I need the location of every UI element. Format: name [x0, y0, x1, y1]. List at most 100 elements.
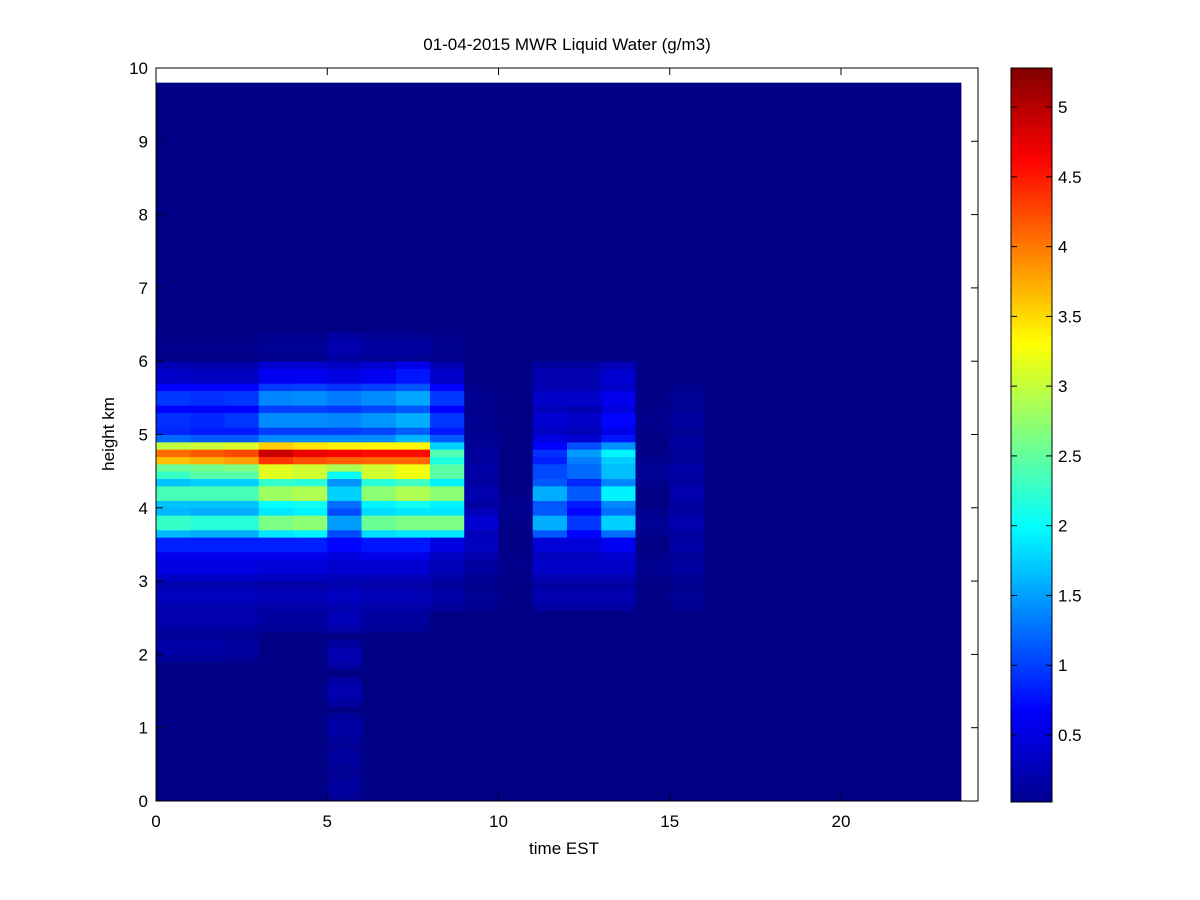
heatmap-cell: [361, 339, 397, 348]
heatmap-cell: [498, 119, 534, 128]
heatmap-cell: [361, 581, 397, 589]
heatmap-cell: [875, 742, 910, 751]
heatmap-cell: [430, 544, 465, 553]
heatmap-cell: [909, 522, 945, 531]
heatmap-cell: [464, 170, 499, 179]
heatmap-cell: [532, 786, 568, 795]
heatmap-cell: [430, 302, 465, 311]
heatmap-cell: [704, 309, 739, 318]
heatmap-cell: [224, 537, 260, 545]
heatmap-cell: [498, 375, 534, 384]
heatmap-cell: [806, 610, 842, 619]
heatmap-cell: [738, 126, 773, 135]
heatmap-cell: [532, 441, 568, 450]
heatmap-cell: [943, 185, 962, 194]
heatmap-cell: [841, 757, 876, 765]
heatmap-cell: [361, 463, 397, 472]
heatmap-cell: [738, 155, 773, 164]
heatmap-cell: [601, 595, 636, 604]
heatmap-cell: [772, 529, 808, 538]
heatmap-cell: [532, 449, 568, 457]
heatmap-cell: [464, 691, 499, 699]
heatmap-cell: [567, 573, 602, 582]
heatmap-cell: [156, 111, 191, 120]
heatmap-cell: [772, 126, 808, 135]
heatmap-cell: [806, 170, 842, 179]
heatmap-cell: [601, 265, 636, 274]
heatmap-cell: [190, 155, 225, 164]
heatmap-cell: [669, 317, 705, 326]
heatmap-cell: [909, 757, 945, 765]
heatmap-cell: [669, 82, 705, 91]
heatmap-cell: [635, 177, 671, 186]
heatmap-cell: [258, 251, 294, 260]
heatmap-cell: [430, 639, 465, 648]
heatmap-cell: [669, 676, 705, 685]
heatmap-cell: [395, 207, 431, 216]
heatmap-cell: [669, 309, 705, 318]
heatmap-cell: [875, 375, 910, 384]
heatmap-cell: [258, 368, 294, 377]
heatmap-cell: [464, 456, 499, 465]
heatmap-cell: [669, 588, 705, 597]
heatmap-cell: [498, 749, 534, 758]
heatmap-cell: [841, 390, 876, 399]
heatmap-cell: [635, 199, 671, 208]
heatmap-cell: [190, 515, 225, 523]
heatmap-cell: [156, 779, 191, 787]
heatmap-cell: [258, 698, 294, 707]
heatmap-cell: [601, 258, 636, 267]
heatmap-cell: [190, 280, 225, 289]
heatmap-cell: [258, 185, 294, 194]
heatmap-cell: [738, 771, 773, 780]
heatmap-cell: [327, 192, 362, 201]
heatmap-cell: [841, 698, 876, 707]
heatmap-cell: [943, 170, 962, 179]
heatmap-cell: [464, 265, 499, 274]
heatmap-cell: [567, 133, 602, 142]
heatmap-cell: [258, 639, 294, 648]
heatmap-cell: [532, 669, 568, 677]
heatmap-cell: [943, 786, 962, 795]
heatmap-cell: [841, 573, 876, 582]
heatmap-cell: [361, 720, 397, 729]
heatmap-cell: [293, 698, 328, 707]
heatmap-cell: [258, 793, 294, 802]
heatmap-cell: [875, 361, 910, 370]
heatmap-cell: [567, 779, 602, 787]
heatmap-cell: [669, 214, 705, 223]
heatmap-cell: [875, 705, 910, 714]
heatmap-cell: [738, 493, 773, 501]
heatmap-cell: [704, 361, 739, 370]
heatmap-cell: [258, 265, 294, 274]
heatmap-cell: [190, 713, 225, 721]
heatmap-cell: [293, 522, 328, 531]
heatmap-cell: [224, 331, 260, 340]
heatmap-cell: [841, 397, 876, 406]
heatmap-cell: [361, 478, 397, 487]
heatmap-cell: [875, 434, 910, 443]
heatmap-cell: [738, 537, 773, 545]
heatmap-cell: [841, 617, 876, 626]
heatmap-cell: [498, 229, 534, 238]
heatmap-cell: [875, 405, 910, 414]
heatmap-cell: [258, 221, 294, 230]
heatmap-cell: [875, 119, 910, 128]
heatmap-cell: [738, 654, 773, 663]
heatmap-cell: [943, 126, 962, 135]
heatmap-cell: [635, 669, 671, 677]
heatmap-cell: [395, 104, 431, 113]
heatmap-cell: [635, 771, 671, 780]
heatmap-cell: [669, 339, 705, 348]
heatmap-cell: [943, 287, 962, 296]
heatmap-cell: [156, 170, 191, 179]
heatmap-cell: [224, 551, 260, 560]
heatmap-cell: [909, 192, 945, 201]
heatmap-cell: [190, 485, 225, 494]
heatmap-cell: [156, 463, 191, 472]
heatmap-cell: [464, 185, 499, 194]
heatmap-cell: [498, 588, 534, 597]
heatmap-cell: [567, 97, 602, 106]
heatmap-cell: [567, 456, 602, 465]
heatmap-cell: [704, 390, 739, 399]
